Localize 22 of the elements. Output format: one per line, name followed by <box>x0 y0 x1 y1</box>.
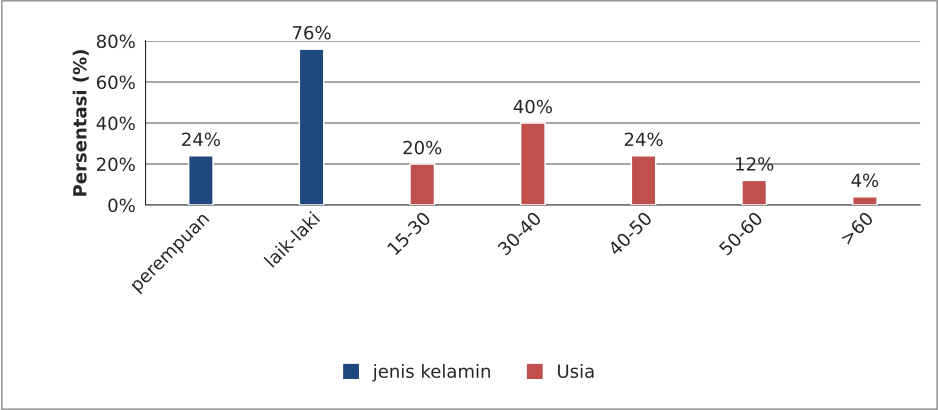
data-label: 76% <box>292 26 331 40</box>
data-label: 40% <box>514 100 552 114</box>
bar <box>409 163 436 205</box>
y-tick-label: 0% <box>108 198 135 212</box>
legend-label: jenis kelamin <box>372 364 490 382</box>
data-label: 20% <box>403 140 442 154</box>
bar <box>741 180 768 205</box>
bar <box>298 48 324 205</box>
bar <box>852 196 878 205</box>
y-tick-label: 60% <box>96 75 135 90</box>
data-label: 4% <box>851 173 878 188</box>
bar <box>630 155 656 205</box>
bar <box>188 155 214 205</box>
y-tick-label: 80% <box>96 34 135 48</box>
data-label: 24% <box>182 132 220 146</box>
data-label: 24% <box>624 132 663 146</box>
y-tick-label: 20% <box>97 157 135 172</box>
legend-label: Usia <box>558 364 594 378</box>
y-tick-label: 40% <box>96 116 135 130</box>
bar <box>520 122 546 205</box>
y-axis-title: Persentasi (%) <box>72 50 89 196</box>
data-label: 12% <box>736 157 774 171</box>
